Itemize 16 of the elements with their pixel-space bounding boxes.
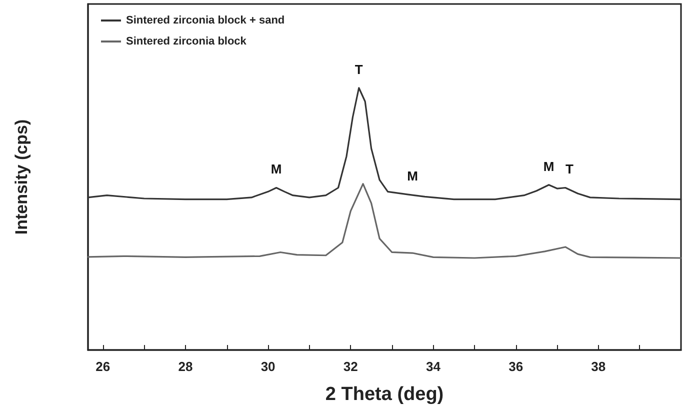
annotation: M [270, 162, 282, 177]
x-tick-label: 26 [96, 359, 110, 374]
x-tick-label: 28 [178, 359, 193, 374]
x-tick-label: 32 [343, 359, 358, 374]
legend-label: Sintered zirconia block + sand [126, 14, 285, 26]
annotation: M [543, 158, 554, 174]
x-tick-label: 30 [260, 359, 276, 374]
x-tick-label: 34 [426, 359, 442, 374]
x-tick-label: 36 [508, 359, 524, 374]
annotation: T [566, 162, 574, 177]
annotation: M [407, 168, 418, 184]
x-axis-title: 2 Theta (deg) [325, 384, 444, 405]
y-axis-title: Intensity (cps) [12, 119, 31, 235]
legend-label: Sintered zirconia block [126, 36, 248, 48]
annotation: T [354, 62, 363, 77]
x-tick-label: 38 [591, 359, 606, 374]
